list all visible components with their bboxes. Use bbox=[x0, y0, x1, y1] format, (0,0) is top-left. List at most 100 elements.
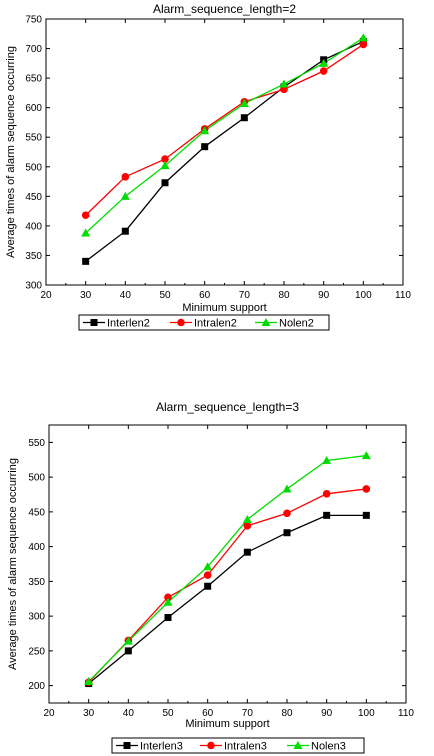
data-point-Intralen3 bbox=[203, 571, 212, 579]
data-point-Interlen3 bbox=[283, 529, 291, 537]
x-tick-label: 90 bbox=[321, 708, 333, 719]
series-line-Interlen2 bbox=[85, 40, 364, 262]
y-tick-label: 500 bbox=[25, 162, 42, 173]
y-tick-label: 400 bbox=[25, 221, 42, 232]
data-point-Interlen3 bbox=[124, 647, 132, 655]
y-tick-label: 650 bbox=[25, 74, 42, 85]
data-point-Interlen3 bbox=[164, 614, 172, 622]
x-tick-label: 30 bbox=[80, 290, 92, 301]
data-point-Intralen2 bbox=[121, 173, 130, 181]
data-point-Nolen3 bbox=[123, 636, 133, 645]
y-tick-label: 300 bbox=[25, 281, 42, 292]
x-tick-label: 70 bbox=[242, 708, 254, 719]
y-axis-label: Average times of alarm sequence occurrin… bbox=[5, 46, 17, 258]
data-point-Nolen3 bbox=[84, 676, 94, 685]
chart-title: Alarm_sequence_length=3 bbox=[156, 400, 299, 414]
series-line-Intralen2 bbox=[85, 43, 364, 216]
data-point-Interlen2 bbox=[240, 114, 248, 122]
legend-label: Nolen3 bbox=[311, 741, 346, 753]
data-point-Interlen3 bbox=[362, 511, 370, 519]
y-tick-label: 550 bbox=[25, 133, 42, 144]
y-tick-label: 600 bbox=[25, 103, 42, 114]
x-tick-label: 90 bbox=[318, 290, 330, 301]
data-point-Intralen2 bbox=[161, 155, 169, 163]
data-point-Intralen3 bbox=[362, 485, 371, 493]
legend-label: Intralen3 bbox=[224, 741, 267, 753]
data-point-Interlen2 bbox=[121, 227, 129, 235]
x-axis-label: Minimum support bbox=[185, 718, 269, 730]
y-tick-label: 700 bbox=[25, 44, 42, 55]
data-point-Interlen3 bbox=[323, 511, 331, 519]
legend-label: Interlen2 bbox=[107, 318, 150, 330]
series-line-Nolen2 bbox=[85, 37, 364, 234]
y-tick-label: 350 bbox=[25, 251, 42, 262]
y-tick-label: 250 bbox=[28, 646, 45, 657]
data-point-Nolen2 bbox=[239, 99, 249, 108]
legend-label: Intralen2 bbox=[194, 318, 237, 330]
data-point-Nolen3 bbox=[322, 455, 332, 464]
x-tick-label: 50 bbox=[162, 708, 174, 719]
data-point-Nolen3 bbox=[282, 484, 292, 493]
data-point-Nolen3 bbox=[361, 451, 371, 460]
data-point-Nolen2 bbox=[160, 161, 170, 170]
x-tick-label: 20 bbox=[40, 290, 52, 301]
legend-marker bbox=[177, 318, 185, 327]
data-point-Interlen2 bbox=[201, 143, 209, 151]
legend-marker bbox=[123, 742, 131, 749]
data-point-Interlen2 bbox=[161, 179, 169, 187]
x-tick-label: 100 bbox=[358, 708, 375, 719]
legend-marker bbox=[207, 741, 215, 750]
y-tick-label: 550 bbox=[28, 438, 45, 449]
data-point-Nolen3 bbox=[163, 597, 173, 606]
y-tick-label: 450 bbox=[25, 192, 42, 203]
data-point-Nolen2 bbox=[200, 126, 210, 135]
data-point-Nolen2 bbox=[319, 58, 329, 67]
x-tick-label: 30 bbox=[83, 708, 95, 719]
y-tick-label: 350 bbox=[28, 577, 45, 588]
x-tick-label: 60 bbox=[202, 708, 214, 719]
data-point-Interlen3 bbox=[204, 582, 212, 590]
series-line-Intralen3 bbox=[88, 488, 367, 683]
data-point-Intralen3 bbox=[164, 593, 172, 602]
x-tick-label: 110 bbox=[395, 290, 411, 301]
x-tick-label: 80 bbox=[278, 290, 290, 301]
x-axis-label: Minimum support bbox=[182, 302, 266, 314]
y-tick-label: 750 bbox=[25, 15, 42, 26]
y-tick-label: 500 bbox=[28, 473, 45, 484]
legend-label: Nolen2 bbox=[279, 318, 314, 330]
data-point-Interlen2 bbox=[82, 257, 90, 265]
data-point-Nolen2 bbox=[279, 79, 289, 88]
y-tick-label: 450 bbox=[28, 507, 45, 518]
data-point-Nolen2 bbox=[358, 33, 368, 42]
data-point-Intralen2 bbox=[319, 67, 328, 75]
legend-marker bbox=[261, 318, 271, 326]
x-tick-label: 40 bbox=[120, 290, 132, 301]
data-point-Nolen3 bbox=[242, 515, 252, 524]
data-point-Intralen2 bbox=[81, 211, 90, 220]
plot-frame bbox=[48, 424, 407, 704]
y-tick-label: 200 bbox=[28, 681, 45, 692]
series-line-Interlen3 bbox=[88, 514, 367, 685]
plot-frame bbox=[45, 18, 404, 286]
data-point-Nolen2 bbox=[81, 228, 91, 237]
x-tick-label: 50 bbox=[159, 290, 171, 301]
x-tick-label: 20 bbox=[43, 708, 55, 719]
data-point-Intralen2 bbox=[359, 40, 368, 49]
legend-marker bbox=[293, 741, 303, 749]
data-point-Intralen3 bbox=[243, 521, 252, 530]
legend-box bbox=[78, 314, 330, 331]
chart-title: Alarm_sequence_length=2 bbox=[153, 2, 296, 16]
x-tick-label: 110 bbox=[398, 708, 414, 719]
data-point-Intralen3 bbox=[283, 509, 291, 518]
data-point-Nolen2 bbox=[120, 191, 130, 200]
x-tick-label: 80 bbox=[281, 708, 293, 719]
x-tick-label: 100 bbox=[355, 290, 372, 301]
series-line-Nolen3 bbox=[88, 454, 367, 682]
data-point-Interlen3 bbox=[243, 548, 251, 556]
data-point-Nolen3 bbox=[203, 562, 213, 571]
data-point-Intralen3 bbox=[322, 490, 331, 498]
legend-box bbox=[111, 737, 365, 754]
legend-label: Interlen3 bbox=[140, 741, 183, 753]
y-tick-label: 300 bbox=[28, 612, 45, 623]
